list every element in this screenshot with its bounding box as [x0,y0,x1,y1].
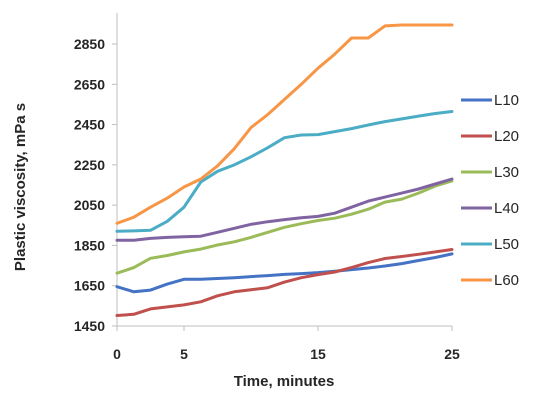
series-line-l10 [115,252,454,294]
y-tick-label: 2850 [74,36,105,52]
legend: L10 L20 L30 L40 L50 L60 [461,92,519,289]
x-axis-ticks: 0 5 15 25 [113,326,460,362]
y-tick-label: 2650 [74,76,105,92]
y-tick-label: 2250 [74,157,105,173]
legend-label-l10: L10 [494,92,519,109]
y-axis-title: Plastic viscosity, mPa s [12,103,29,271]
x-tick-label: 15 [310,346,326,362]
y-axis-ticks: 1450 1650 1850 2050 2250 2450 2650 2850 [74,36,117,334]
legend-label-l30: L30 [494,164,519,181]
y-tick-label: 2050 [74,197,105,213]
y-tick-label: 1850 [74,237,105,253]
x-tick-label: 0 [113,346,121,362]
x-axis-title: Time, minutes [234,373,335,390]
y-tick-label: 1450 [74,318,105,334]
legend-label-l50: L50 [494,236,519,253]
legend-label-l20: L20 [494,128,519,145]
series-line-l20 [115,248,454,317]
series-lines [115,23,454,317]
series-line-l40 [115,177,454,242]
series-line-l60 [115,23,454,225]
x-tick-label: 25 [444,346,460,362]
plot-axes [116,13,452,327]
series-line-l30 [115,179,454,275]
x-tick-label: 5 [180,346,188,362]
series-line-l50 [115,110,454,233]
legend-label-l60: L60 [494,272,519,289]
y-tick-label: 1650 [74,278,105,294]
y-tick-label: 2450 [74,117,105,133]
legend-label-l40: L40 [494,200,519,217]
